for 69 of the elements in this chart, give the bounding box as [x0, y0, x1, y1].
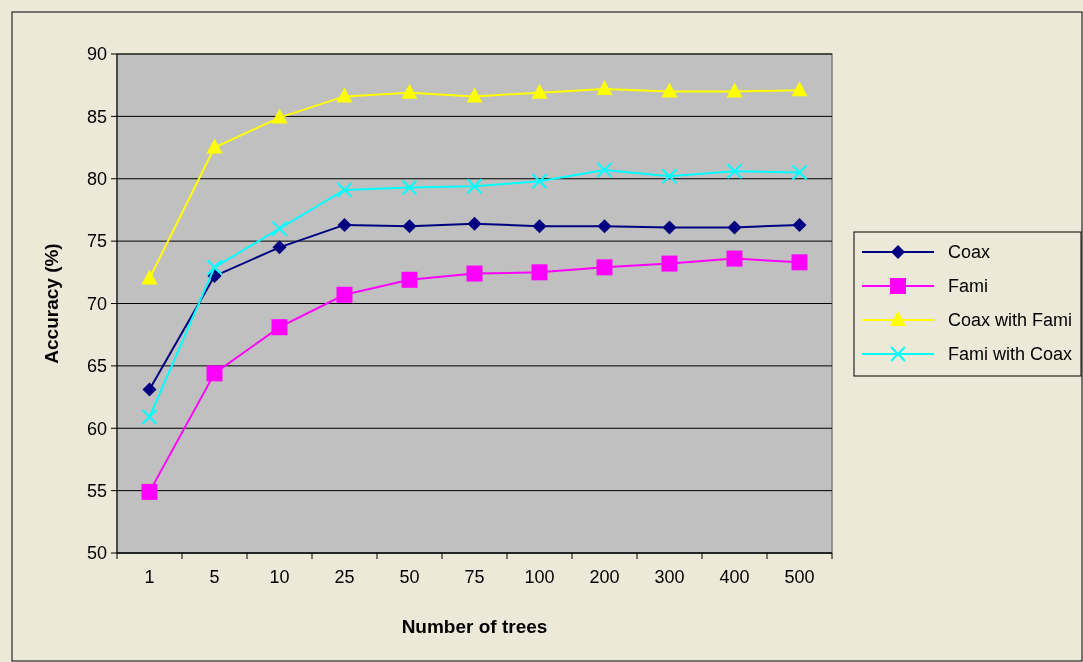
point: [337, 217, 352, 232]
point: [466, 178, 483, 195]
x-tick-label: 25: [334, 567, 355, 587]
y-tick-label: 65: [86, 356, 107, 377]
legend-label: Coax: [948, 242, 991, 263]
x-tick-label: 100: [524, 567, 555, 587]
point: [141, 483, 158, 500]
point: [206, 138, 223, 154]
y-tick-label: 60: [86, 418, 107, 439]
point: [206, 365, 223, 382]
point: [401, 271, 418, 288]
point: [596, 162, 613, 179]
point: [662, 220, 677, 235]
point: [597, 219, 612, 234]
point: [272, 240, 287, 255]
y-tick-label: 70: [86, 293, 107, 314]
point: [726, 250, 743, 267]
point: [271, 220, 288, 237]
y-tick-label: 90: [86, 44, 107, 65]
x-tick-label: 10: [269, 567, 290, 587]
point: [791, 81, 808, 97]
x-axis-title: Number of trees: [401, 616, 548, 637]
point: [791, 164, 808, 181]
x-tick-label: 75: [464, 567, 485, 587]
legend-label: Fami: [948, 276, 988, 297]
point: [531, 173, 548, 190]
y-tick-label: 50: [86, 543, 107, 564]
x-tick-label: 50: [399, 567, 420, 587]
point: [792, 217, 807, 232]
point: [661, 168, 678, 185]
legend-label: Coax with Fami: [948, 310, 1073, 331]
point: [336, 87, 353, 103]
point: [336, 286, 353, 303]
point: [141, 409, 158, 426]
point: [727, 220, 742, 235]
y-tick-label: 55: [86, 480, 107, 501]
point: [467, 216, 482, 231]
point: [336, 181, 353, 198]
point: [141, 269, 158, 285]
point: [661, 82, 678, 98]
x-tick-label: 1: [144, 567, 155, 587]
point: [596, 259, 613, 276]
legend-label: Fami with Coax: [948, 344, 1073, 365]
x-tick-label: 200: [589, 567, 620, 587]
point: [531, 264, 548, 281]
x-tick-label: 5: [209, 567, 220, 587]
point: [596, 79, 613, 95]
x-tick-label: 300: [654, 567, 685, 587]
y-tick-label: 75: [86, 231, 107, 252]
point: [726, 163, 743, 180]
point: [726, 82, 743, 98]
point: [531, 83, 548, 99]
point: [401, 179, 418, 196]
point: [402, 219, 417, 234]
point: [532, 219, 547, 234]
point: [466, 265, 483, 282]
y-tick-label: 80: [86, 169, 107, 190]
x-tick-label: 400: [719, 567, 750, 587]
y-axis-title: Accuracy (%): [41, 243, 62, 364]
point: [791, 254, 808, 271]
point: [401, 83, 418, 99]
point: [206, 259, 223, 276]
point: [271, 319, 288, 336]
y-tick-label: 85: [86, 106, 107, 127]
x-tick-label: 500: [784, 567, 815, 587]
point: [661, 255, 678, 272]
point: [466, 87, 483, 103]
point: [271, 108, 288, 124]
point: [142, 382, 157, 397]
